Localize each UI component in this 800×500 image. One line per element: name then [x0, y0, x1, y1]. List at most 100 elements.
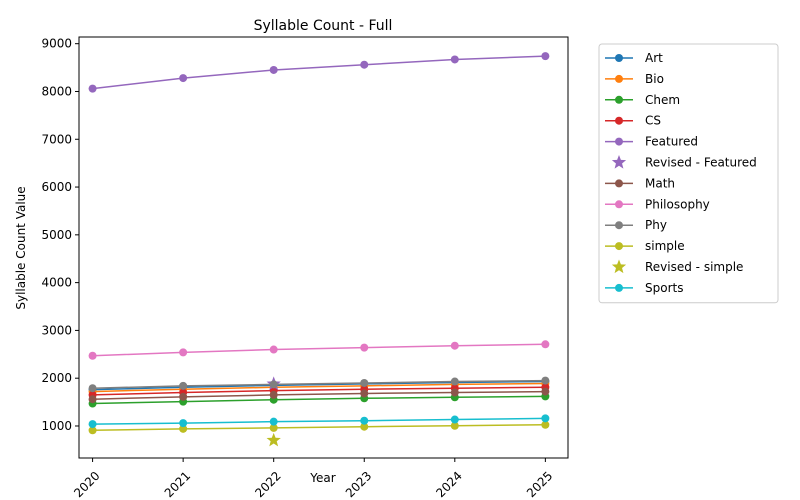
series-line [92, 424, 546, 432]
data-point [360, 343, 369, 352]
legend-marker [615, 54, 623, 62]
data-point [541, 420, 550, 429]
series-line [92, 343, 546, 357]
data-point [269, 380, 278, 389]
legend-marker [615, 95, 623, 104]
data-point [179, 381, 188, 390]
legend-label: Phy [645, 218, 667, 232]
plot-area [78, 36, 569, 459]
data-point [541, 414, 550, 423]
data-point [88, 420, 97, 429]
series-sports [88, 414, 550, 429]
legend-label: Revised - simple [645, 260, 743, 274]
legend-marker [615, 283, 623, 292]
legend-item: CS [605, 114, 661, 128]
legend-item: Revised - simple [611, 259, 743, 274]
legend-item: Revised - Featured [611, 155, 757, 170]
data-point [88, 426, 97, 435]
data-point [360, 60, 369, 69]
revised-point-star [266, 432, 281, 447]
legend-item: Philosophy [605, 197, 710, 211]
legend-label: Chem [645, 93, 680, 107]
legend-label: Featured [645, 135, 698, 149]
y-tick-label: 8000 [41, 84, 72, 98]
data-point [179, 424, 188, 433]
series-line [92, 395, 546, 405]
series-line [92, 390, 546, 400]
series-line [92, 386, 546, 396]
legend-item: simple [605, 239, 685, 253]
data-point [450, 377, 459, 386]
data-point [541, 376, 550, 385]
legend-label: Math [645, 176, 675, 190]
data-point [269, 390, 278, 399]
legend-marker [615, 74, 623, 83]
series-line [92, 380, 546, 391]
legend-item: Sports [605, 281, 683, 295]
legend-label: Philosophy [645, 197, 710, 211]
legend-marker [615, 200, 623, 209]
y-tick-label: 2000 [41, 371, 72, 385]
y-tick-label: 4000 [41, 276, 72, 290]
y-tick-label: 5000 [41, 228, 72, 242]
series-simple [88, 420, 550, 435]
series-revised-simple [266, 432, 281, 447]
data-point [88, 395, 97, 404]
legend-item: Chem [605, 93, 680, 107]
y-tick-label: 7000 [41, 132, 72, 146]
legend-item: Phy [605, 218, 667, 232]
data-point [179, 348, 188, 357]
data-point [360, 389, 369, 398]
legend-label: CS [645, 114, 661, 128]
data-point [360, 416, 369, 425]
legend-marker [615, 116, 623, 125]
data-point [541, 52, 550, 61]
data-point [88, 351, 97, 360]
data-point [88, 384, 97, 393]
legend-label: Sports [645, 281, 683, 295]
series-featured [88, 52, 550, 93]
series-philosophy [88, 340, 550, 360]
chart-title: Syllable Count - Full [254, 18, 393, 34]
series-line [92, 55, 546, 90]
legend-label: Revised - Featured [645, 156, 757, 170]
y-axis: 1000 2000 3000 4000 5000 6000 7000 8000 9000 [41, 37, 79, 433]
data-point [269, 423, 278, 432]
legend-item: Featured [605, 135, 698, 149]
data-point [269, 417, 278, 426]
series-phy [88, 376, 550, 393]
series-line [92, 417, 546, 425]
series-line [92, 379, 546, 389]
y-tick-label: 1000 [41, 419, 72, 433]
data-point [179, 392, 188, 401]
legend-item: Art [605, 51, 663, 65]
y-tick-label: 9000 [41, 37, 72, 51]
data-point [88, 84, 97, 93]
data-point [541, 387, 550, 396]
legend-marker [615, 137, 623, 146]
legend-marker [615, 221, 623, 230]
data-point [450, 415, 459, 424]
legend-item: Bio [605, 72, 664, 86]
data-point [450, 55, 459, 64]
legend-marker [615, 179, 623, 188]
data-point [541, 340, 550, 349]
data-point [179, 419, 188, 428]
plot-frame [78, 36, 569, 459]
data-point [450, 388, 459, 397]
series-line [92, 382, 546, 393]
legend-label: Art [645, 51, 663, 65]
legend: Art Bio Chem CS Featured Revised - Featured Ma… [598, 43, 779, 304]
x-axis-title: Year [309, 471, 335, 485]
data-point [360, 378, 369, 387]
legend-item: Math [605, 176, 675, 190]
legend-frame [598, 43, 779, 304]
data-point [179, 74, 188, 83]
y-tick-label: 3000 [41, 323, 72, 337]
series-math [88, 387, 550, 404]
data-point [269, 65, 278, 74]
legend-star-marker [611, 259, 627, 274]
data-point [450, 421, 459, 430]
data-point [360, 422, 369, 431]
